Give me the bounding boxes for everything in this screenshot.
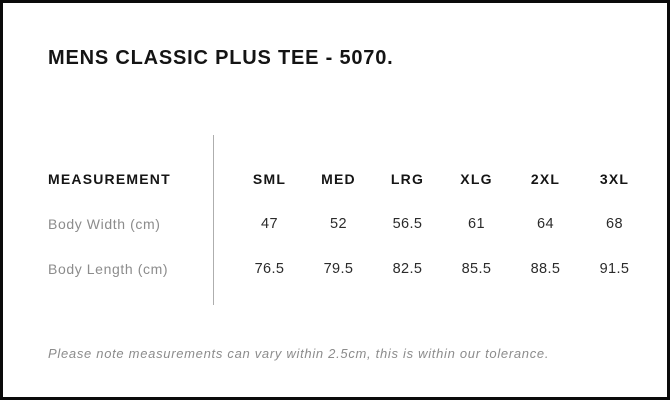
column-header-measurement: MEASUREMENT — [48, 170, 171, 187]
column-header-xlg: XLG — [460, 170, 493, 187]
row-label-body-width: Body Width (cm) — [48, 215, 161, 232]
tolerance-note: Please note measurements can vary within… — [48, 346, 550, 361]
column-header-sml: SML — [252, 170, 287, 187]
column-header-2xl: 2XL — [530, 170, 561, 187]
body-width-sml: 47 — [261, 215, 278, 232]
body-width-2xl: 64 — [537, 215, 554, 232]
table-column-divider — [213, 135, 214, 305]
body-length-sml: 76.5 — [254, 260, 285, 277]
column-header-3xl: 3XL — [599, 170, 630, 187]
size-chart-table: MEASUREMENT SML MED LRG XLG 2XL 3XL Body… — [48, 156, 649, 291]
body-width-med: 52 — [330, 215, 347, 232]
column-header-lrg: LRG — [390, 170, 425, 187]
body-length-xlg: 85.5 — [461, 260, 492, 277]
body-length-med: 79.5 — [323, 260, 354, 277]
column-header-med: MED — [321, 170, 356, 187]
body-width-xlg: 61 — [468, 215, 485, 232]
table-row-body-width: Body Width (cm) 47 52 56.5 61 64 68 — [48, 201, 649, 246]
table-header-row: MEASUREMENT SML MED LRG XLG 2XL 3XL — [48, 156, 649, 201]
body-length-lrg: 82.5 — [392, 260, 423, 277]
body-width-lrg: 56.5 — [392, 215, 423, 232]
body-length-2xl: 88.5 — [530, 260, 561, 277]
body-width-3xl: 68 — [606, 215, 623, 232]
body-length-3xl: 91.5 — [599, 260, 630, 277]
row-label-body-length: Body Length (cm) — [48, 260, 169, 277]
page-title: MENS CLASSIC PLUS TEE - 5070. — [48, 47, 394, 69]
table-row-body-length: Body Length (cm) 76.5 79.5 82.5 85.5 88.… — [48, 246, 649, 291]
